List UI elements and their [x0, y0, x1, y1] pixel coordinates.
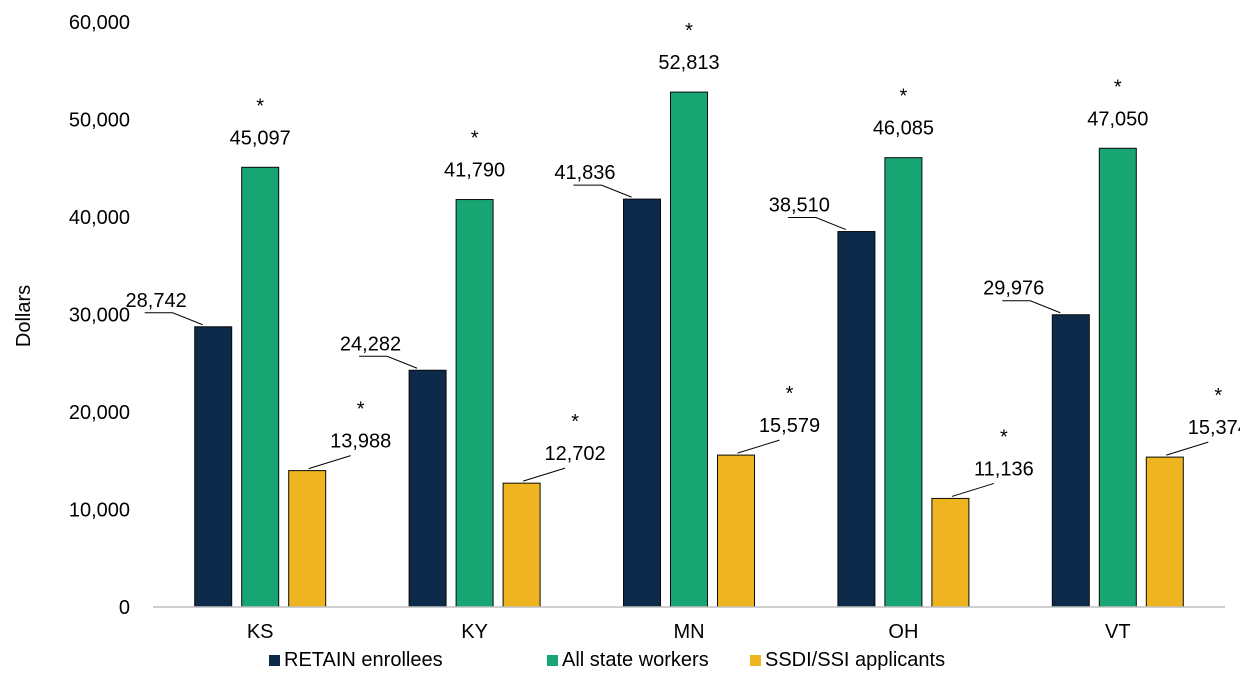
category-label: OH: [888, 621, 918, 643]
data-label: 46,085: [873, 118, 934, 140]
bar-1-3: [884, 157, 923, 608]
data-label: 15,374: [1188, 417, 1240, 439]
significance-marker: *: [357, 399, 365, 421]
legend-swatch-2: [750, 655, 761, 666]
bar-0-4: [1051, 314, 1090, 608]
label-leader-line: [951, 482, 995, 497]
significance-marker: *: [900, 86, 908, 108]
significance-marker: *: [256, 95, 264, 117]
bar-2-0: [288, 470, 327, 608]
bar-1-1: [455, 199, 494, 608]
y-tick-label: 30,000: [69, 305, 130, 327]
bar-0-2: [623, 198, 661, 608]
bar-2-1: [502, 482, 541, 608]
bar-2-2: [717, 454, 755, 608]
data-label: 47,050: [1087, 108, 1148, 130]
label-leader-line: [308, 455, 351, 470]
y-tick-label: 10,000: [69, 500, 130, 522]
label-leader-line: [359, 355, 418, 369]
y-tick-label: 50,000: [69, 110, 130, 132]
significance-marker: *: [571, 411, 579, 433]
data-labels: 28,742 45,097 * 13,988 * 24,282 41,790 * 12,702 *…: [126, 20, 1240, 497]
bar-2-4: [1145, 456, 1184, 608]
x-axis-categories: KS KY MN OH VT: [247, 621, 1131, 643]
significance-marker: *: [786, 383, 794, 405]
data-label: 45,097: [230, 127, 291, 149]
category-label: VT: [1105, 621, 1131, 643]
label-leader-line: [1166, 441, 1209, 456]
label-leader-line: [573, 184, 632, 198]
bar-0-3: [837, 231, 876, 608]
data-label: 52,813: [658, 52, 719, 74]
bars: [194, 91, 1184, 608]
data-label: 29,976: [983, 278, 1044, 300]
data-label: 28,742: [126, 290, 187, 312]
bar-0-0: [194, 326, 233, 608]
bar-1-2: [670, 91, 708, 608]
data-label: 12,702: [545, 443, 606, 465]
significance-marker: *: [1214, 385, 1222, 407]
bar-1-0: [241, 166, 280, 608]
data-label: 38,510: [769, 195, 830, 217]
label-leader-line: [1002, 300, 1061, 314]
significance-marker: *: [471, 128, 479, 150]
y-axis-ticks: 0 10,000 20,000 30,000 40,000 50,000 60,000: [69, 12, 130, 619]
legend-label: SSDI/SSI applicants: [765, 649, 945, 671]
data-label: 41,836: [554, 162, 615, 184]
category-label: KY: [461, 621, 488, 643]
y-tick-label: 20,000: [69, 402, 130, 424]
data-label: 13,988: [330, 431, 391, 453]
legend: RETAIN enrollees All state workers SSDI/SS…: [269, 649, 945, 671]
data-label: 41,790: [444, 160, 505, 182]
data-label: 24,282: [340, 333, 401, 355]
legend-label: RETAIN enrollees: [284, 649, 443, 671]
legend-label: All state workers: [562, 649, 709, 671]
category-label: MN: [673, 621, 704, 643]
significance-marker: *: [685, 20, 693, 42]
legend-swatch-0: [269, 655, 280, 666]
y-axis-title: Dollars: [13, 285, 35, 347]
data-label: 11,136: [974, 458, 1034, 480]
significance-marker: *: [1114, 76, 1122, 98]
label-leader-line: [787, 217, 847, 230]
legend-swatch-1: [547, 655, 558, 666]
label-leader-line: [522, 467, 566, 482]
bar-2-3: [931, 497, 970, 608]
bar-0-1: [408, 369, 447, 608]
y-tick-label: 0: [119, 597, 130, 619]
data-label: 15,579: [759, 415, 820, 437]
bar-1-4: [1098, 147, 1137, 608]
label-leader-line: [737, 439, 780, 454]
significance-marker: *: [1000, 426, 1008, 448]
category-label: KS: [247, 621, 274, 643]
label-leader-line: [144, 312, 203, 326]
y-tick-label: 40,000: [69, 207, 130, 229]
y-tick-label: 60,000: [69, 12, 130, 34]
